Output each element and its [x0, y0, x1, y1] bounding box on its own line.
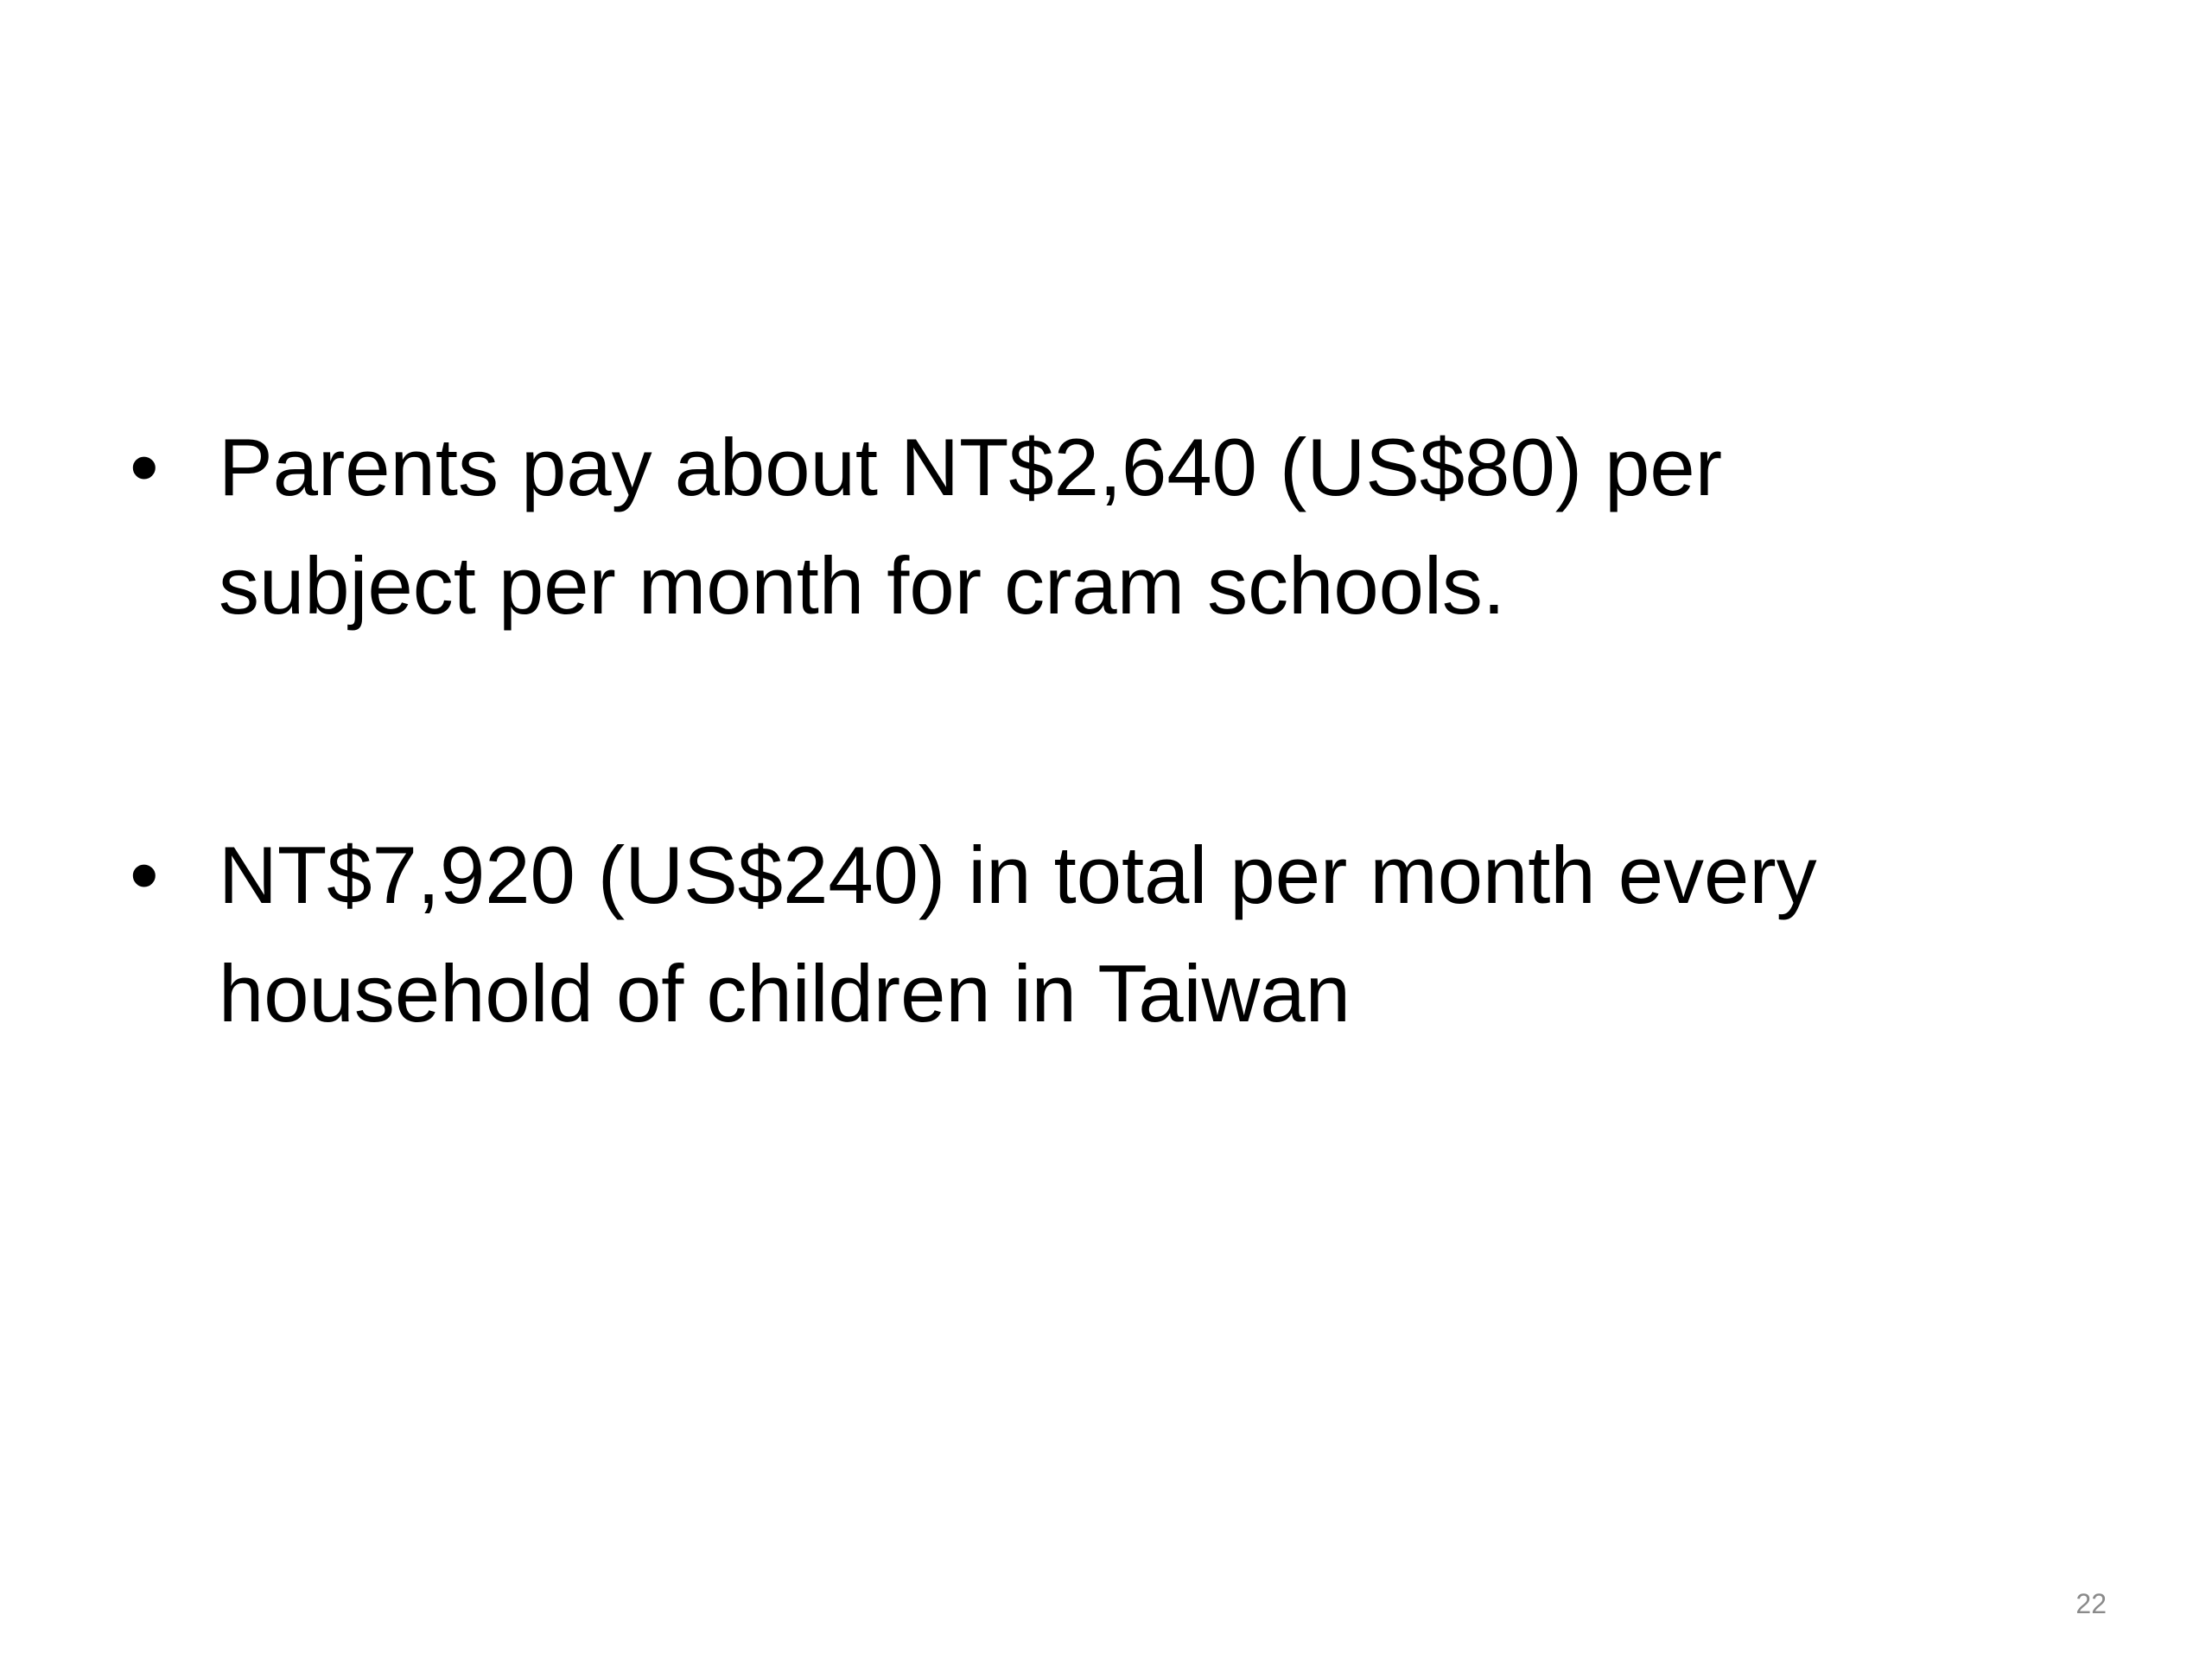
bullet-line: household of children in Taiwan [219, 948, 1351, 1039]
bullet-line: subject per month for cram schools. [219, 540, 1505, 631]
bullet-text: Parents pay about NT$2,640 (US$80) per s… [219, 408, 1722, 645]
bullet-text: NT$7,920 (US$240) in total per month eve… [219, 816, 1817, 1052]
bullet-line: Parents pay about NT$2,640 (US$80) per [219, 422, 1723, 512]
page-number: 22 [2075, 1588, 2107, 1619]
bullet-dot-icon: • [130, 829, 159, 921]
bullet-dot-icon: • [130, 421, 159, 513]
bullet-line: NT$7,920 (US$240) in total per month eve… [219, 830, 1817, 920]
